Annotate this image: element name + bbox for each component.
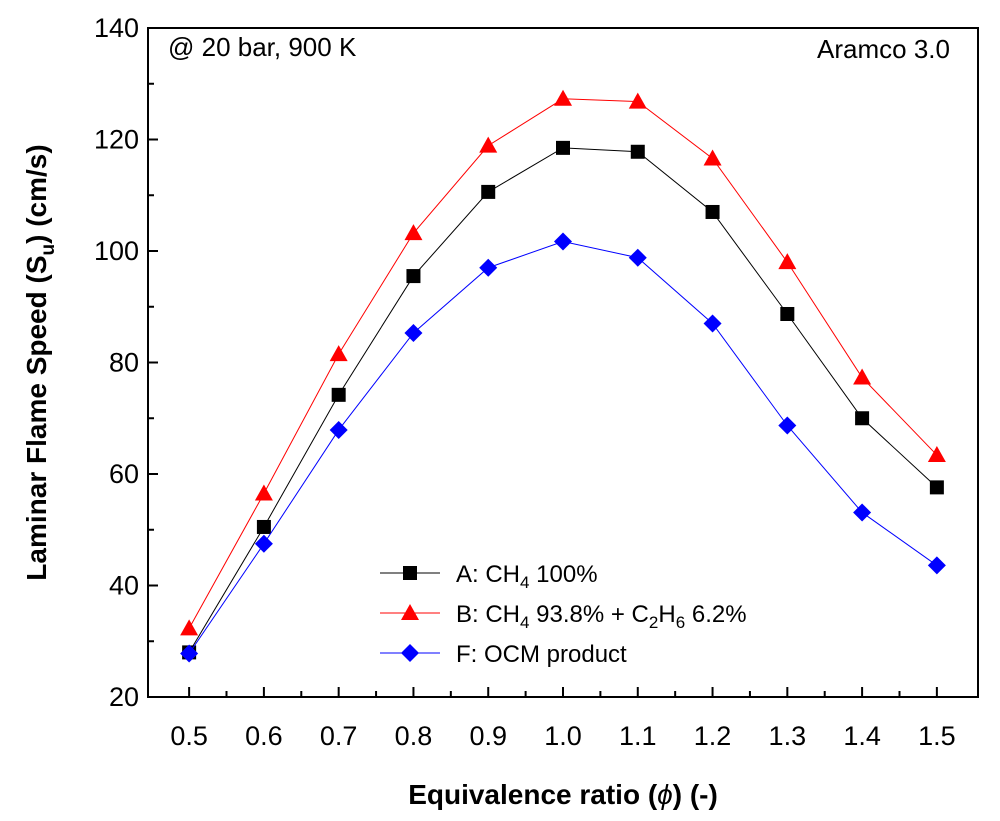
data-point [180, 644, 199, 663]
x-tick-label: 1.3 [769, 721, 807, 751]
data-point [404, 224, 423, 241]
series-layer [180, 89, 946, 663]
data-point [780, 306, 795, 321]
y-tick-label: 60 [109, 459, 139, 489]
legend-label-part: A: CH [456, 561, 520, 588]
legend-label-part: B: CH [456, 601, 520, 628]
series-square [182, 140, 944, 660]
data-point [554, 232, 572, 251]
data-point [927, 556, 946, 575]
data-point [853, 368, 872, 385]
x-tick-label: 1.1 [619, 721, 657, 751]
legend-label-part: H [658, 601, 675, 628]
data-point [479, 258, 498, 277]
mechanism-annotation: Aramco 3.0 [817, 34, 950, 64]
legend-label-part: 6 [676, 613, 685, 632]
plot-frame [147, 27, 979, 698]
series-line [188, 98, 938, 629]
x-tick-label: 1.0 [544, 721, 582, 751]
data-point [853, 503, 872, 522]
y-axis-title-sub: u [38, 244, 59, 256]
data-point [406, 269, 421, 284]
legend-marker [401, 644, 419, 662]
x-axis-title: Equivalence ratio (ϕ) (-) [408, 779, 718, 810]
legend-label-part: 2 [649, 613, 658, 632]
legend-label: A: CH4 100% [456, 561, 598, 592]
data-point [331, 387, 346, 402]
legend-entry: A: CH4 100% [380, 561, 598, 592]
data-point [628, 248, 647, 267]
legend: A: CH4 100%B: CH4 93.8% + C2H6 6.2%F: OC… [380, 561, 747, 668]
data-point [927, 446, 946, 463]
legend-entry: B: CH4 93.8% + C2H6 6.2% [380, 601, 747, 632]
y-tick-label: 100 [94, 236, 139, 266]
series-triangle [180, 89, 946, 636]
data-point [481, 184, 496, 199]
y-tick-label: 140 [94, 13, 139, 43]
x-axis-title-phi: ϕ [657, 779, 673, 810]
legend-marker [403, 566, 417, 580]
data-point [778, 416, 797, 435]
data-point [855, 411, 870, 426]
x-tick-label: 0.5 [170, 721, 208, 751]
data-point [180, 619, 199, 636]
data-point [630, 144, 645, 159]
data-point [628, 92, 647, 109]
x-tick-label: 1.2 [694, 721, 732, 751]
series-diamond [180, 232, 946, 663]
data-point [705, 204, 720, 219]
x-axis-title-pre: Equivalence ratio ( [408, 779, 658, 810]
y-tick-label: 120 [94, 125, 139, 155]
data-point [554, 89, 572, 106]
data-point [329, 345, 348, 362]
data-point [256, 519, 271, 534]
y-axis-title: Laminar Flame Speed (Su) (cm/s) [21, 144, 59, 580]
x-tick-label: 1.4 [843, 721, 881, 751]
x-tick-label: 0.9 [469, 721, 507, 751]
x-tick-label: 0.8 [395, 721, 433, 751]
y-tick-label: 20 [109, 682, 139, 712]
y-axis-title-end: ) (cm/s) [21, 144, 52, 244]
x-tick-label: 0.7 [320, 721, 358, 751]
y-tick-label: 80 [109, 348, 139, 378]
plot-frame-group [147, 27, 979, 698]
data-point [254, 484, 273, 501]
legend-label-part: F: OCM product [456, 641, 627, 668]
legend-label-part: 6.2% [685, 601, 746, 628]
data-point [703, 149, 722, 166]
legend-entry: F: OCM product [380, 641, 627, 668]
legend-label-part: 100% [529, 561, 597, 588]
data-point [479, 136, 498, 153]
legend-label: B: CH4 93.8% + C2H6 6.2% [456, 601, 747, 632]
data-point [556, 140, 570, 155]
data-point [703, 314, 722, 333]
x-axis-ticks: 0.5 0.6 0.7 0.8 0.9 1.0 1.1 1.2 1.3 1.4 1.5 [170, 687, 956, 751]
legend-label-part: 93.8% + C [529, 601, 648, 628]
y-tick-label: 40 [109, 571, 139, 601]
x-tick-label: 1.5 [918, 721, 956, 751]
y-axis-ticks: 20 40 60 80 100 120 140 [94, 13, 158, 712]
data-point [929, 480, 944, 495]
y-axis-title-main: Laminar Flame Speed (S [21, 255, 52, 580]
data-point [329, 420, 348, 439]
data-point [404, 323, 423, 342]
condition-annotation: @ 20 bar, 900 K [168, 32, 357, 62]
data-point [254, 534, 273, 553]
legend-label-part: 4 [520, 613, 529, 632]
legend-label: F: OCM product [456, 641, 627, 668]
legend-marker [401, 604, 419, 620]
x-axis-title-post: ) (-) [673, 779, 718, 810]
series-line [188, 241, 938, 654]
data-point [778, 253, 797, 270]
x-tick-label: 0.6 [245, 721, 283, 751]
legend-label-part: 4 [520, 573, 529, 592]
